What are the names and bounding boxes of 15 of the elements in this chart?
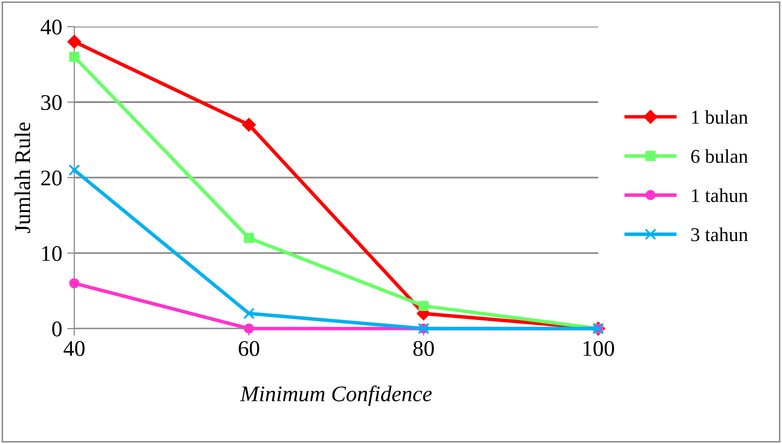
legend-label: 3 tahun <box>691 228 748 242</box>
x-tick-label: 100 <box>584 341 614 356</box>
y-axis-title: Jumlah Rule <box>14 122 30 233</box>
legend-label: 1 tahun <box>692 188 748 202</box>
legend-label: 6 bulan <box>691 149 748 163</box>
y-tick-label: 30 <box>41 95 62 110</box>
y-tick-label: 20 <box>41 170 62 186</box>
x-tick-label: 60 <box>238 341 260 356</box>
y-tick-label: 10 <box>42 246 62 262</box>
legend-label: 1 bulan <box>692 110 748 124</box>
x-tick-label: 40 <box>64 341 85 356</box>
x-axis-title: Minimum Confidence <box>240 386 432 406</box>
y-tick-label: 0 <box>52 321 62 336</box>
y-tick-label: 40 <box>40 20 62 35</box>
x-tick-label: 80 <box>413 341 434 356</box>
